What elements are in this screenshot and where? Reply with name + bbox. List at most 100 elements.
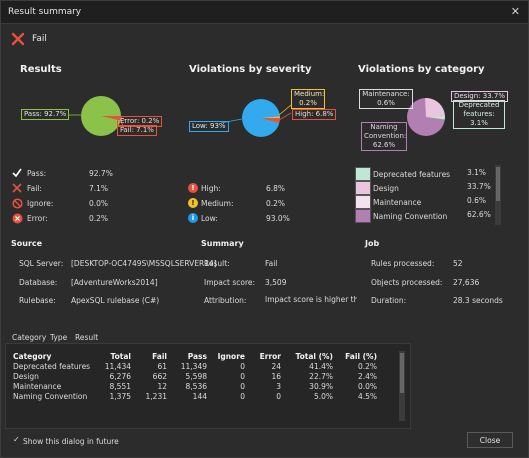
window-title: Result summary: [8, 7, 82, 17]
design-swatch: [355, 181, 371, 195]
col-category-header[interactable]: Category: [13, 351, 52, 361]
medium-value: 0.2%: [266, 199, 286, 208]
maintenance-swatch: [355, 195, 371, 209]
high-callout: High: 6.8%: [292, 109, 337, 120]
rulebase-value: ApexSQL rulebase (C#): [71, 296, 160, 305]
objects-processed-label: Objects processed:: [371, 278, 443, 287]
low-info-icon: i: [187, 212, 199, 224]
deprecated-label: Deprecated features: [373, 170, 451, 179]
ignore-value: 0.0%: [89, 199, 109, 208]
show-dialog-label: Show this dialog in future: [23, 437, 119, 446]
high-label: High:: [201, 184, 221, 193]
table-row[interactable]: Naming Convention 1,375 1,231 144 0 0 5.…: [13, 391, 377, 401]
rulebase-label: Rulebase:: [19, 296, 56, 305]
col-total-header[interactable]: Total: [110, 351, 132, 361]
error-callout: Error: 0.2%: [117, 116, 163, 127]
cell-fail: 61: [157, 361, 167, 371]
results-heading: Results: [20, 64, 62, 75]
cell-ignore: 0: [240, 361, 245, 371]
cell-category: Naming Convention: [13, 391, 88, 401]
cell-fail: 662: [152, 371, 167, 381]
cell-category: Deprecated features: [13, 361, 91, 371]
sql-server-label: SQL Server:: [19, 259, 64, 268]
table-row[interactable]: Design 6,276 662 5,598 0 16 22.7% 2.4%: [13, 371, 377, 381]
design-callout: Design: 33.7%: [451, 91, 508, 102]
fail-slice: [101, 116, 121, 121]
ban-icon: [11, 197, 23, 209]
results-pie-chart: [68, 96, 126, 136]
cell-total-pct: 5.0%: [313, 391, 333, 401]
category-legend-scrollbar[interactable]: [495, 165, 501, 225]
cell-ignore: 0: [240, 391, 245, 401]
summary-heading: Summary: [201, 239, 244, 248]
naming-callout-value: 62.6%: [372, 141, 396, 149]
table-scroll-thumb[interactable]: [400, 353, 404, 393]
cell-fail-pct: 4.5%: [357, 391, 377, 401]
medium-callout-name: Medium:: [294, 90, 325, 98]
close-button[interactable]: Close: [467, 432, 513, 448]
cell-fail-pct: 2.4%: [357, 371, 377, 381]
naming-callout-line1: Naming: [370, 123, 398, 131]
cell-ignore: 0: [240, 371, 245, 381]
cell-ignore: 0: [240, 381, 245, 391]
rules-processed-label: Rules processed:: [371, 259, 435, 268]
table-scrollbar[interactable]: [399, 351, 405, 421]
category-pie-chart: [407, 98, 445, 136]
col-total-pct-header[interactable]: Total (%): [295, 351, 333, 361]
col-fail-pct-header[interactable]: Fail (%): [345, 351, 377, 361]
category-table: Category Total Fail Pass Ignore Error To…: [13, 351, 377, 401]
deprecated-value: 3.1%: [467, 168, 487, 177]
rules-processed-value: 52: [453, 259, 463, 268]
naming-callout-line2: Convention:: [364, 132, 407, 140]
tab-category[interactable]: Category: [12, 333, 47, 342]
col-pass-header[interactable]: Pass: [187, 351, 207, 361]
source-heading: Source: [11, 239, 43, 248]
cell-pass: 5,598: [185, 371, 207, 381]
design-value: 33.7%: [467, 182, 491, 191]
maintenance-callout-name: Maintenance:: [362, 90, 410, 98]
cell-pass: 8,536: [185, 381, 207, 391]
col-ignore-header[interactable]: Ignore: [217, 351, 245, 361]
error-value: 0.2%: [89, 214, 109, 223]
pass-callout: Pass: 92.7%: [21, 109, 70, 120]
x-icon: [11, 182, 23, 194]
tab-type[interactable]: Type: [50, 333, 68, 342]
cell-error: 16: [271, 371, 281, 381]
result-value: Fail: [265, 259, 278, 268]
high-exclamation-icon: !: [187, 182, 199, 194]
impact-score-label: Impact score:: [204, 278, 256, 287]
high-slice: [261, 118, 280, 123]
deprecated-callout: Deprecated features: 3.1%: [453, 100, 505, 129]
col-fail-header[interactable]: Fail: [152, 351, 167, 361]
show-dialog-checkbox[interactable]: ✓: [13, 435, 20, 444]
low-callout: Low: 93%: [189, 121, 229, 132]
tab-result[interactable]: Result: [75, 333, 99, 342]
cell-error: 24: [271, 361, 281, 371]
fail-value: 7.1%: [89, 184, 109, 193]
result-label: Result:: [204, 259, 230, 268]
medium-callout: Medium: 0.2%: [291, 89, 325, 109]
maintenance-callout: Maintenance: 0.6%: [359, 89, 413, 109]
table-row[interactable]: Maintenance 8,551 12 8,536 0 3 30.9% 0.0…: [13, 381, 377, 391]
status-label: Fail: [32, 34, 47, 44]
category-heading: Violations by category: [358, 64, 485, 75]
attribution-value: Impact score is higher than 10: [265, 295, 357, 304]
error-x-icon: [11, 212, 23, 224]
attribution-value-clip: Impact score is higher than 10: [265, 295, 357, 307]
deprecated-swatch: [355, 167, 371, 181]
cell-total: 1,375: [109, 391, 131, 401]
high-value: 6.8%: [266, 184, 286, 193]
cell-pass: 11,349: [180, 361, 207, 371]
medium-slice: [261, 116, 280, 118]
deprecated-callout-value: 3.1%: [470, 119, 488, 127]
category-legend-scroll-thumb[interactable]: [496, 167, 500, 201]
close-window-icon[interactable]: ✕: [510, 5, 520, 18]
naming-value: 62.6%: [467, 210, 491, 219]
table-row[interactable]: Deprecated features 11,434 61 11,349 0 2…: [13, 361, 377, 371]
close-button-label: Close: [479, 435, 501, 445]
naming-label: Naming Convention: [373, 212, 448, 221]
cell-category: Design: [13, 371, 39, 381]
cell-total-pct: 41.4%: [309, 361, 333, 371]
col-error-header[interactable]: Error: [259, 351, 281, 361]
